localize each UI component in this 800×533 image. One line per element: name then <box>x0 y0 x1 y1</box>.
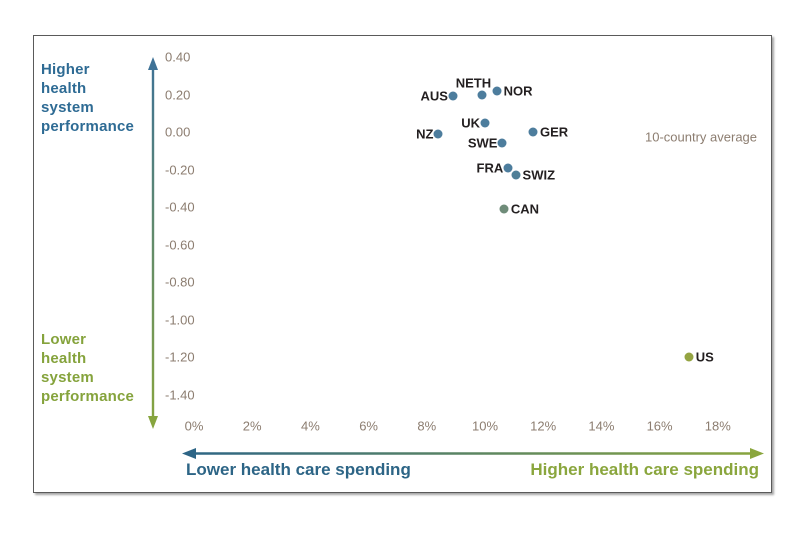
data-point-aus <box>448 91 458 101</box>
data-point-ger <box>528 127 538 137</box>
x-axis-tick-label: 2% <box>242 418 262 434</box>
x-axis-tick-label: 18% <box>704 418 731 434</box>
y-axis-arrowhead-up <box>148 57 158 70</box>
data-point-us <box>684 352 694 362</box>
country-label-aus: AUS <box>420 88 448 104</box>
y-axis-tick-label: -1.40 <box>165 387 195 402</box>
x-axis-tick-label: 4% <box>300 418 320 434</box>
ten-country-average-label: 10-country average <box>644 129 758 145</box>
data-point-nor <box>492 86 502 96</box>
chart-frame: Higher health system performance Lower h… <box>33 35 772 493</box>
country-label-uk: UK <box>461 115 480 131</box>
y-axis-tick-label: 0.20 <box>165 87 191 102</box>
y-axis-tick-label: 0.00 <box>165 124 191 140</box>
y-axis-tick-label: 0.40 <box>165 49 191 65</box>
x-axis-low-label: Lower health care spending <box>186 460 411 479</box>
data-point-uk <box>480 118 490 128</box>
x-axis-tick-label: 16% <box>646 418 673 434</box>
x-axis-arrowhead-right <box>750 448 764 459</box>
country-label-us: US <box>695 349 714 365</box>
data-point-fra <box>503 163 513 173</box>
data-point-neth <box>477 90 487 99</box>
x-axis-tick-label: 0% <box>184 418 204 434</box>
y-axis-tick-label: -0.80 <box>165 274 195 290</box>
axis-arrows <box>148 57 764 459</box>
y-axis-high-label: Higher health system performance <box>41 61 135 135</box>
x-axis-tick-label: 8% <box>417 418 437 434</box>
country-label-nor: NOR <box>503 83 533 99</box>
country-label-nz: NZ <box>416 126 434 142</box>
y-axis-tick-label: -0.60 <box>165 237 195 252</box>
y-axis-low-label: Lower health system performance <box>41 331 135 405</box>
x-axis-high-label: Higher health care spending <box>530 460 759 479</box>
data-point-can <box>499 204 509 214</box>
x-axis-tick-label: 14% <box>588 418 615 434</box>
x-axis-tick-label: 6% <box>359 418 378 434</box>
data-point-swiz <box>511 170 521 180</box>
y-axis-tick-label: -0.20 <box>165 162 195 177</box>
country-label-ger: GER <box>540 124 569 140</box>
x-axis-tick-label: 10% <box>471 418 499 434</box>
data-point-swe <box>497 138 507 148</box>
country-label-can: CAN <box>510 201 540 217</box>
data-point-nz <box>433 129 443 139</box>
y-axis-tick-label: -1.20 <box>165 349 195 365</box>
plot-area: Higher health system performance Lower h… <box>34 36 771 492</box>
country-label-neth: NETH <box>455 75 492 90</box>
country-label-swiz: SWIZ <box>522 167 556 183</box>
country-label-fra: FRA <box>476 160 504 176</box>
y-axis-tick-label: -1.00 <box>165 312 195 327</box>
y-axis-tick-label: -0.40 <box>165 199 195 215</box>
x-axis-tick-label: 12% <box>530 418 557 434</box>
y-axis-arrowhead-down <box>148 416 158 429</box>
country-label-swe: SWE <box>467 135 498 151</box>
x-axis-arrowhead-left <box>182 448 196 459</box>
